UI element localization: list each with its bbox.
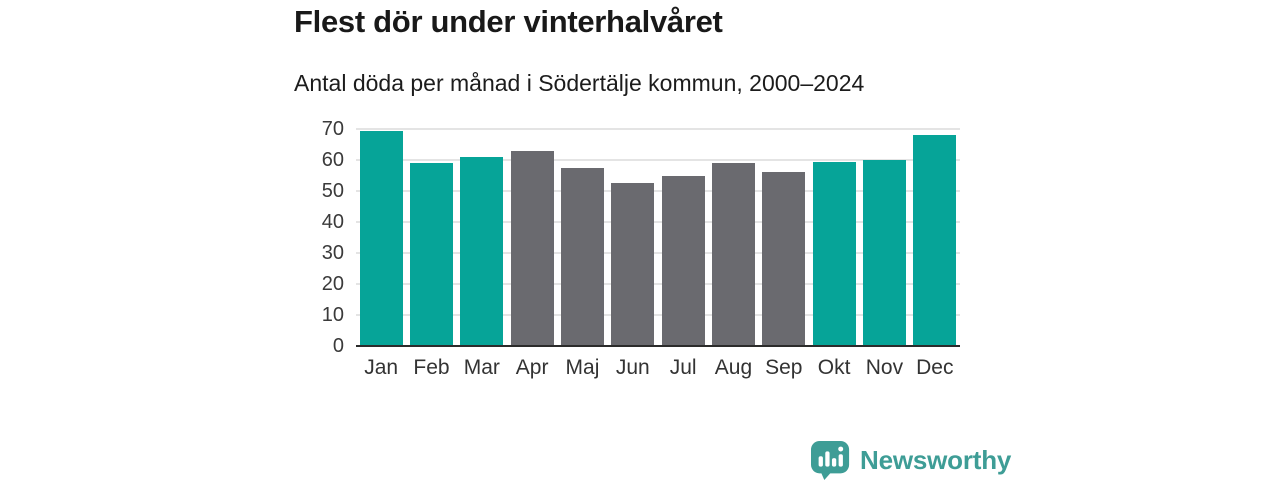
bar-aug bbox=[711, 163, 755, 346]
x-tick-label-sep: Sep bbox=[765, 356, 803, 379]
y-tick-label-40: 40 bbox=[321, 211, 344, 233]
bar-feb bbox=[409, 163, 453, 346]
x-axis-labels: Jan Feb Mar Apr Maj Jun Jul Aug Sep Okt Nov Dec bbox=[356, 356, 960, 380]
x-tick-label-dec: Dec bbox=[916, 356, 954, 379]
y-tick-label-0: 0 bbox=[332, 335, 344, 357]
x-tick-label-jul: Jul bbox=[669, 356, 697, 379]
y-tick-label-50: 50 bbox=[321, 180, 344, 202]
bar-okt bbox=[812, 161, 856, 346]
x-tick-label-apr: Apr bbox=[515, 356, 549, 379]
x-axis-line bbox=[356, 344, 960, 347]
gridline-30 bbox=[356, 252, 960, 254]
y-tick-label-30: 30 bbox=[321, 242, 344, 264]
bar-slot-feb bbox=[406, 129, 456, 346]
gridline-50 bbox=[356, 190, 960, 192]
newsworthy-logo-text: Newsworthy bbox=[860, 444, 1012, 475]
plot-area bbox=[356, 128, 960, 347]
bar-sep bbox=[762, 172, 806, 346]
bar-slot-apr bbox=[507, 129, 557, 346]
bar-slot-aug bbox=[708, 129, 758, 346]
gridline-20 bbox=[356, 283, 960, 285]
bar-slot-mar bbox=[457, 129, 507, 346]
bar-mar bbox=[460, 156, 504, 346]
bar-apr bbox=[510, 150, 554, 346]
gridline-70 bbox=[356, 128, 960, 130]
bar-slot-sep bbox=[759, 129, 809, 346]
bar-slot-jan bbox=[356, 129, 406, 346]
x-tick-label-okt: Okt bbox=[817, 356, 851, 379]
y-tick-label-60: 60 bbox=[321, 149, 344, 171]
bars bbox=[356, 129, 960, 346]
bar-jun bbox=[611, 183, 655, 346]
bar-jan bbox=[359, 130, 403, 346]
gridline-60 bbox=[356, 159, 960, 161]
bar-nov bbox=[862, 160, 906, 346]
bar-chart-speech-bubble-icon bbox=[810, 440, 852, 480]
y-tick-label-70: 70 bbox=[321, 118, 344, 140]
gridline-40 bbox=[356, 221, 960, 223]
y-axis-labels: 0 10 20 30 40 50 60 70 bbox=[290, 119, 352, 356]
y-tick-label-10: 10 bbox=[321, 304, 344, 326]
bar-jul bbox=[661, 175, 705, 346]
x-tick-label-aug: Aug bbox=[714, 356, 753, 379]
newsworthy-logo: Newsworthy bbox=[810, 440, 1011, 480]
bar-slot-okt bbox=[809, 129, 859, 346]
bar-slot-maj bbox=[557, 129, 607, 346]
x-tick-label-mar: Mar bbox=[463, 356, 500, 379]
chart-title: Flest dör under vinterhalvåret bbox=[294, 4, 723, 39]
y-tick-label-20: 20 bbox=[321, 273, 344, 295]
x-tick-label-jan: Jan bbox=[364, 356, 399, 379]
bar-slot-jul bbox=[658, 129, 708, 346]
x-tick-label-feb: Feb bbox=[413, 356, 450, 379]
bar-slot-jun bbox=[608, 129, 658, 346]
bar-slot-nov bbox=[859, 129, 909, 346]
gridline-10 bbox=[356, 314, 960, 316]
x-tick-label-maj: Maj bbox=[565, 356, 600, 379]
bar-dec bbox=[913, 135, 957, 346]
chart-subtitle: Antal döda per månad i Södertälje kommun… bbox=[294, 70, 865, 96]
bar-slot-dec bbox=[910, 129, 960, 346]
bar-maj bbox=[560, 167, 604, 346]
x-tick-label-jun: Jun bbox=[615, 356, 650, 379]
x-tick-label-nov: Nov bbox=[865, 356, 904, 379]
